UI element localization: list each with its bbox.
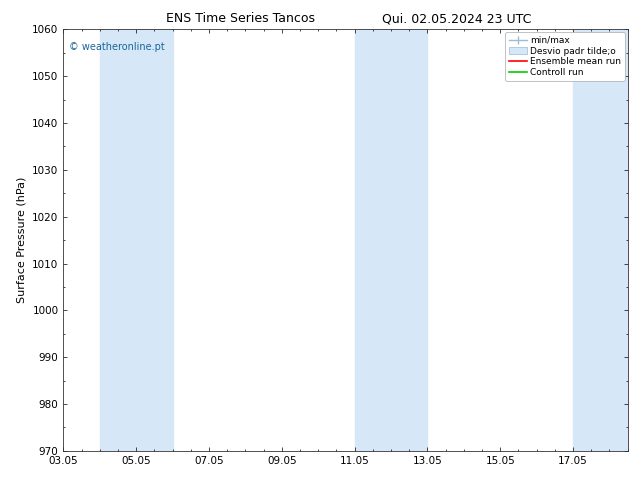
Bar: [573, 29, 628, 451]
Text: ENS Time Series Tancos: ENS Time Series Tancos: [166, 12, 316, 25]
Bar: [100, 29, 136, 451]
Text: © weatheronline.pt: © weatheronline.pt: [69, 42, 165, 52]
Legend: min/max, Desvio padr tilde;o, Ensemble mean run, Controll run: min/max, Desvio padr tilde;o, Ensemble m…: [505, 32, 625, 81]
Bar: [136, 29, 172, 451]
Y-axis label: Surface Pressure (hPa): Surface Pressure (hPa): [16, 177, 27, 303]
Text: Qui. 02.05.2024 23 UTC: Qui. 02.05.2024 23 UTC: [382, 12, 531, 25]
Bar: [354, 29, 391, 451]
Bar: [391, 29, 427, 451]
